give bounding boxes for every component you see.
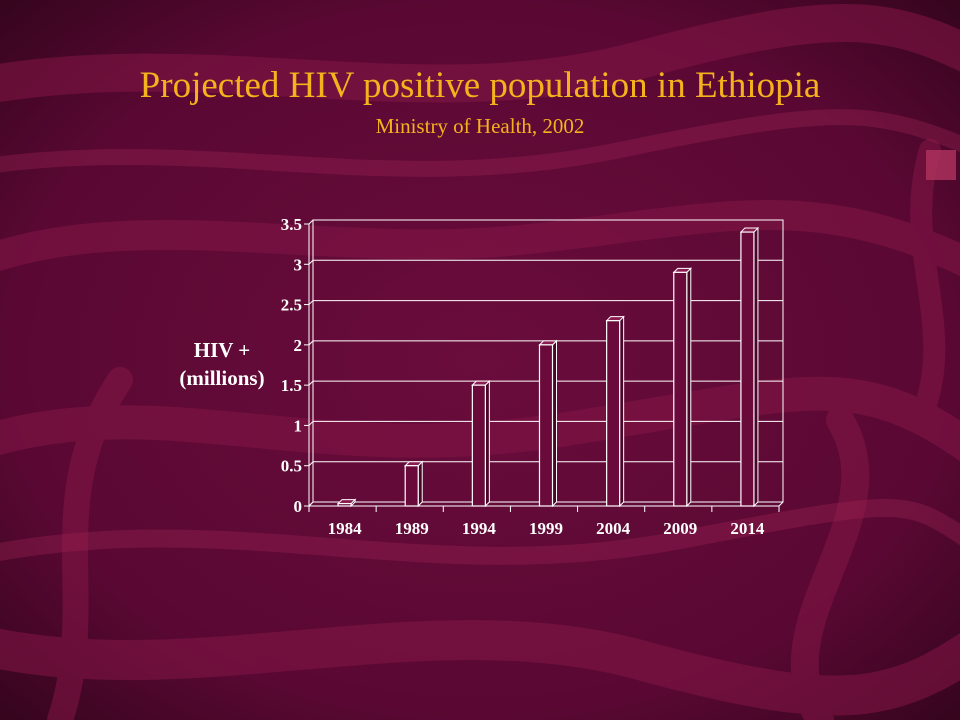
x-tick-label: 1994 — [462, 519, 497, 538]
bar-front — [740, 231, 755, 507]
bar-side — [484, 379, 490, 508]
x-tick-label: 1984 — [328, 519, 363, 538]
bar-front — [471, 384, 486, 507]
y-tick-label: 0 — [294, 497, 303, 516]
bar-side — [417, 460, 423, 508]
x-tick-label: 2009 — [663, 519, 697, 538]
y-axis-label-line-2: (millions) — [179, 366, 264, 390]
bar-1999 — [538, 339, 558, 508]
gridline-side — [308, 300, 314, 305]
gridline-side — [308, 461, 314, 467]
x-tick-label: 1999 — [529, 519, 563, 538]
y-tick-label: 3 — [294, 255, 303, 274]
y-tick-label: 2.5 — [281, 296, 302, 315]
bar-front — [404, 465, 419, 507]
y-tick-label: 3.5 — [281, 215, 302, 234]
gridline-side — [308, 501, 314, 507]
gridline-side — [308, 259, 314, 265]
bar-front — [673, 271, 688, 507]
slide-subtitle: Ministry of Health, 2002 — [375, 114, 585, 138]
bar-1994 — [471, 379, 491, 508]
y-tick-label: 0.5 — [281, 457, 302, 476]
gridline-side — [308, 380, 314, 386]
gridline-side — [308, 340, 314, 346]
bar-2004 — [605, 315, 625, 508]
bar-1984 — [336, 498, 357, 508]
gridline-side — [308, 219, 314, 225]
y-tick-label: 2 — [294, 336, 303, 355]
y-tick-label: 1 — [294, 416, 303, 435]
y-axis-label-line-1: HIV + — [194, 338, 251, 362]
y-tick-label: 1.5 — [281, 376, 302, 395]
bar-front — [606, 320, 621, 507]
gridline-side — [308, 421, 314, 426]
x-tick-label: 2004 — [596, 519, 631, 538]
bar-2009 — [672, 267, 692, 508]
bar-2014 — [739, 226, 760, 508]
bar-front — [337, 502, 352, 507]
bar-1989 — [404, 460, 424, 508]
slide-title: Projected HIV positive population in Eth… — [139, 65, 821, 106]
x-tick-label: 1989 — [395, 519, 429, 538]
bar-front — [538, 344, 554, 507]
x-tick-label: 2014 — [730, 519, 765, 538]
